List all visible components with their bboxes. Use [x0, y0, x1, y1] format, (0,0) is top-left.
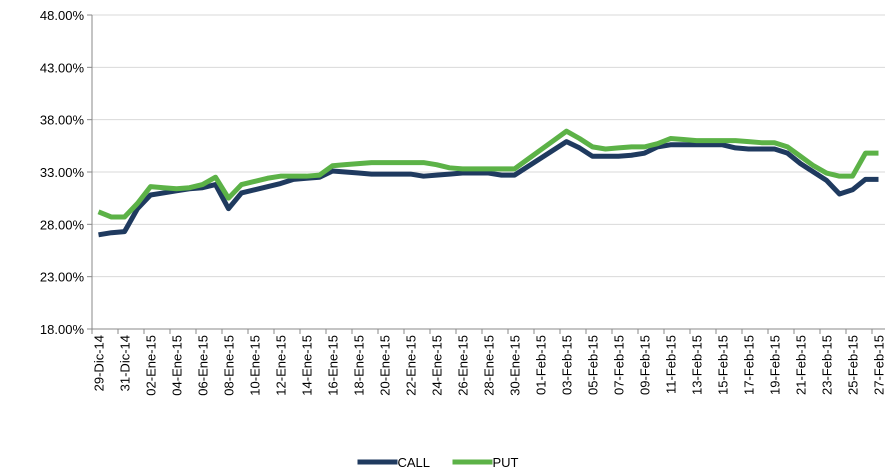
y-tick-label: 18.00%: [40, 322, 85, 337]
x-tick-label: 16-Ene-15: [326, 335, 341, 396]
y-tick-label: 23.00%: [40, 270, 85, 285]
y-tick-label: 43.00%: [40, 60, 85, 75]
x-tick-label: 06-Ene-15: [196, 335, 211, 396]
x-tick-label: 19-Feb-15: [768, 335, 783, 395]
legend-label: PUT: [493, 455, 519, 470]
y-tick-label: 48.00%: [40, 8, 85, 23]
x-tick-label: 21-Feb-15: [794, 335, 809, 395]
x-tick-label: 30-Ene-15: [508, 335, 523, 396]
x-tick-label: 12-Ene-15: [274, 335, 289, 396]
x-tick-label: 26-Ene-15: [456, 335, 471, 396]
x-tick-label: 02-Ene-15: [144, 335, 159, 396]
x-tick-label: 23-Feb-15: [820, 335, 835, 395]
x-tick-label: 15-Feb-15: [716, 335, 731, 395]
line-series: [97, 128, 879, 220]
y-tick-label: 28.00%: [40, 217, 85, 232]
x-tick-label: 04-Ene-15: [170, 335, 185, 396]
x-tick-label: 29-Dic-14: [92, 335, 107, 391]
x-tick-label: 03-Feb-15: [560, 335, 575, 395]
x-tick-label: 18-Ene-15: [352, 335, 367, 396]
x-tick-label: 10-Ene-15: [248, 335, 263, 396]
x-tick-label: 08-Ene-15: [222, 335, 237, 396]
x-tick-label: 28-Ene-15: [482, 335, 497, 396]
x-tick-label: 11-Feb-15: [664, 335, 679, 394]
y-tick-label: 33.00%: [40, 165, 85, 180]
x-tick-label: 09-Feb-15: [638, 335, 653, 395]
legend-label: CALL: [398, 455, 431, 470]
x-tick-label: 01-Feb-15: [534, 335, 549, 395]
x-tick-label: 07-Feb-15: [612, 335, 627, 395]
x-tick-label: 31-Dic-14: [118, 335, 133, 391]
y-tick-label: 38.00%: [40, 113, 85, 128]
x-tick-label: 14-Ene-15: [300, 335, 315, 396]
x-tick-label: 17-Feb-15: [742, 335, 757, 395]
x-tick-label: 20-Ene-15: [378, 335, 393, 396]
x-tick-label: 25-Feb-15: [846, 335, 861, 395]
x-tick-label: 05-Feb-15: [586, 335, 601, 395]
x-tick-label: 24-Ene-15: [430, 335, 445, 396]
x-tick-label: 22-Ene-15: [404, 335, 419, 396]
line-series: [98, 139, 879, 238]
x-tick-label: 27-Feb-15: [872, 335, 887, 395]
x-tick-label: 13-Feb-15: [690, 335, 705, 395]
